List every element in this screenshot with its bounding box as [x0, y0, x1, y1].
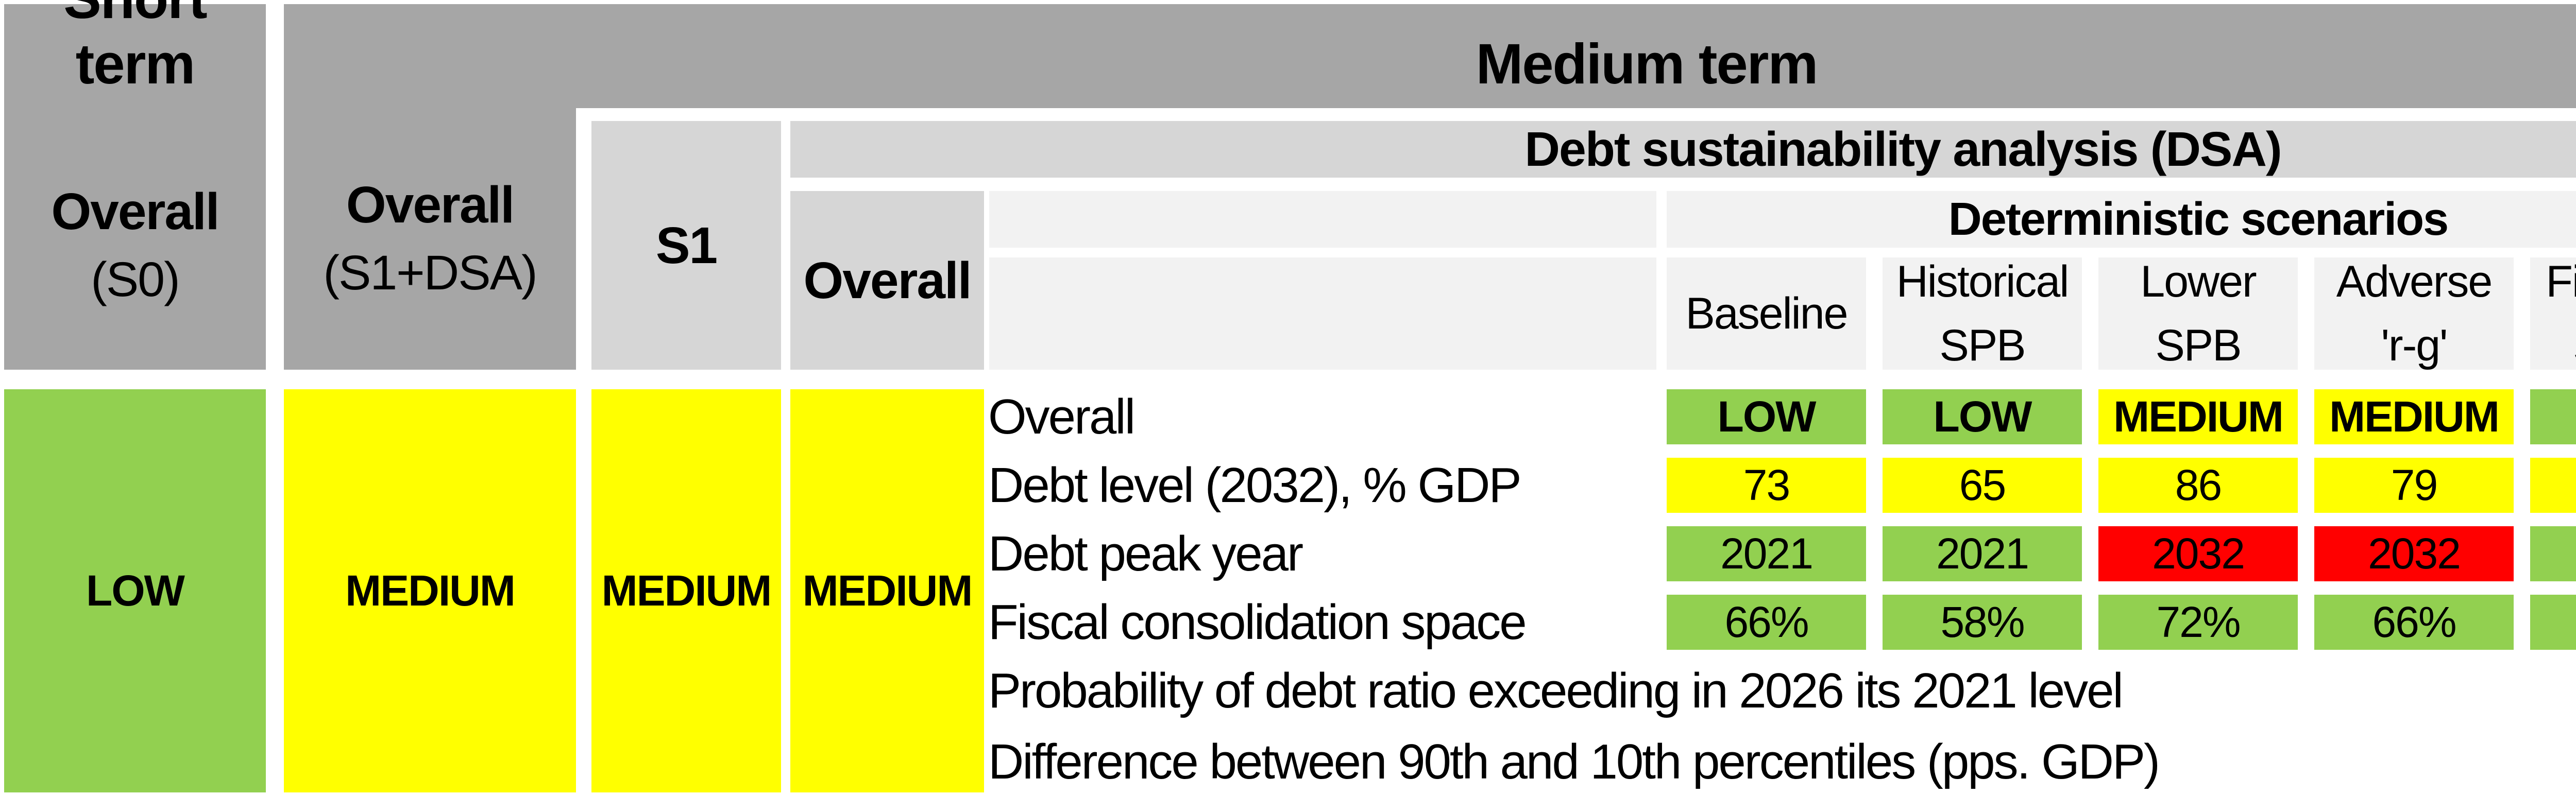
cell-debtlevel-baseline: 73 [1667, 458, 1866, 513]
lower-line2: SPB [2155, 321, 2242, 370]
lower-line1: Lower [2140, 257, 2257, 306]
label-column-spacer-top [989, 191, 1656, 248]
cell-debtlevel-financial: 73 [2530, 458, 2576, 513]
cell-peak-baseline: 2021 [1667, 526, 1866, 581]
cell-peak-lower: 2032 [2098, 526, 2298, 581]
row-label-overall: Overall [988, 389, 1136, 444]
column-header-baseline: Baseline [1667, 257, 1866, 370]
overall-s1dsa-line2: (S1+DSA) [323, 246, 537, 300]
cell-overall-adverse: MEDIUM [2314, 389, 2514, 444]
row-label-debt-peak: Debt peak year [988, 526, 1303, 581]
s1-header: S1 [591, 121, 781, 370]
overall-s0-line1: Overall [51, 182, 219, 240]
cell-debtlevel-lower: 86 [2098, 458, 2298, 513]
column-header-lower-spb: Lower SPB [2098, 257, 2298, 370]
row-label-difference: Difference between 90th and 10th percent… [988, 734, 2160, 789]
cell-overall-historical: LOW [1883, 389, 2082, 444]
column-header-historical-spb: Historical SPB [1883, 257, 2082, 370]
overall-s1dsa-line1: Overall [346, 176, 515, 234]
row-label-probability: Probability of debt ratio exceeding in 2… [988, 663, 2124, 718]
cell-overall-financial: LOW [2530, 389, 2576, 444]
cell-peak-adverse: 2032 [2314, 526, 2514, 581]
cell-peak-financial: 2021 [2530, 526, 2576, 581]
label-column-spacer-bottom [989, 257, 1656, 370]
column-header-adverse-rg: Adverse 'r-g' [2314, 257, 2514, 370]
cell-fiscal-adverse: 66% [2314, 595, 2514, 650]
short-term-header-cell: Short term Overall (S0) [4, 0, 266, 370]
cell-overall-lower: MEDIUM [2098, 389, 2298, 444]
overall-s0-header: Overall (S0) [4, 121, 266, 370]
term-band-medium-long: Medium term Long term [284, 4, 2576, 108]
cell-overall-baseline: LOW [1667, 389, 1866, 444]
historical-line1: Historical [1896, 257, 2070, 306]
row-label-fiscal-space: Fiscal consolidation space [988, 594, 1527, 650]
summary-cell-s0: LOW [4, 389, 266, 792]
adverse-line1: Adverse [2336, 257, 2493, 306]
cell-debtlevel-historical: 65 [1883, 458, 2082, 513]
summary-cell-s1: MEDIUM [591, 389, 781, 792]
cell-fiscal-financial: 66% [2530, 595, 2576, 650]
cell-debtlevel-adverse: 79 [2314, 458, 2514, 513]
cell-fiscal-historical: 58% [1883, 595, 2082, 650]
overall-s1dsa-header: Overall (S1+DSA) [284, 108, 576, 370]
financial-line2: stress [2546, 314, 2576, 377]
dsa-title-band: Debt sustainability analysis (DSA) [790, 121, 2576, 178]
short-term-header: Short term [63, 0, 207, 96]
medium-term-header: Medium term [1476, 32, 1819, 96]
row-label-debt-level: Debt level (2032), % GDP [988, 457, 1521, 513]
column-header-financial-stress: Financial stress [2530, 257, 2576, 370]
cell-fiscal-lower: 72% [2098, 595, 2298, 650]
summary-cell-dsa: MEDIUM [790, 389, 984, 792]
deterministic-scenarios-band: Deterministic scenarios [1667, 191, 2576, 248]
summary-cell-s1dsa: MEDIUM [284, 389, 576, 792]
financial-line1: Financial [2546, 257, 2576, 306]
cell-peak-historical: 2021 [1883, 526, 2082, 581]
historical-line2: SPB [1939, 321, 2026, 370]
adverse-line2: 'r-g' [2381, 321, 2448, 370]
cell-fiscal-baseline: 66% [1667, 595, 1866, 650]
dsa-overall-header: Overall [790, 191, 984, 370]
overall-s0-line2: (S0) [91, 252, 180, 307]
